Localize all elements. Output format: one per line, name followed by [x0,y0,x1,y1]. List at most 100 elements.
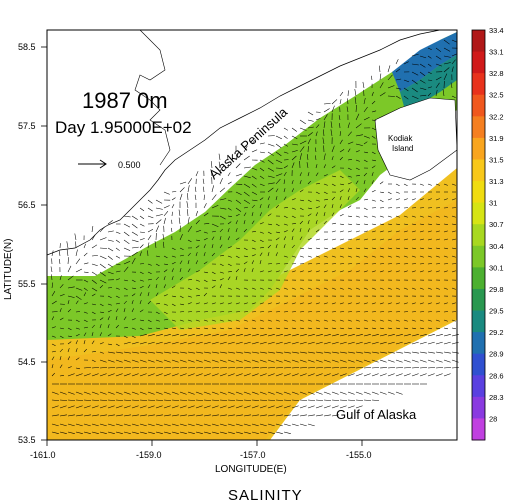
current-arrow [107,359,115,363]
current-arrow [275,311,281,313]
current-arrow [427,255,432,258]
current-arrow [387,359,395,363]
current-arrow [307,391,315,395]
current-arrow [187,217,190,225]
current-arrow [387,223,392,225]
current-arrow [227,207,232,211]
current-arrow [203,351,211,354]
current-arrow [306,154,309,161]
current-arrow [323,103,331,105]
current-arrow [355,150,360,153]
colorbar-swatch [472,245,485,268]
current-arrow [235,183,243,185]
current-arrow [355,230,360,233]
current-arrow [219,405,227,409]
current-arrow [75,391,83,395]
current-arrow [411,238,416,241]
current-arrow [315,319,320,322]
current-arrow [91,373,99,377]
current-arrow [251,220,255,225]
current-arrow [163,263,168,265]
current-arrow [99,373,107,377]
current-arrow [187,295,192,298]
current-arrow [139,327,144,331]
current-arrow [291,236,294,241]
current-arrow [379,199,384,203]
colorbar-label: 31.9 [489,134,504,143]
current-arrow [371,287,376,290]
current-arrow [443,67,450,73]
current-arrow [355,188,358,193]
current-arrow [259,151,265,154]
current-arrow [363,188,367,193]
current-arrow [195,423,203,427]
current-arrow [283,327,288,330]
current-arrow [227,236,230,241]
current-arrow [395,230,400,233]
current-arrow [187,239,192,243]
current-arrow [315,155,317,161]
current-arrow [171,227,173,233]
current-arrow [283,319,288,322]
current-arrow [355,104,357,113]
current-arrow [219,399,228,401]
current-arrow [291,180,294,185]
current-arrow [59,364,63,369]
current-arrow [227,215,232,217]
current-arrow [139,292,142,297]
current-arrow [419,87,427,90]
current-arrow [179,405,187,409]
current-arrow [67,391,75,395]
y-tick-label: 57.5 [18,121,36,131]
colorbar-label: 30.4 [489,242,504,251]
current-arrow [315,311,321,313]
current-arrow [451,287,456,290]
current-arrow [59,375,64,377]
current-arrow [403,263,409,265]
current-arrow [251,351,259,354]
current-arrow [331,334,339,337]
current-arrow [339,214,344,217]
current-arrow [355,123,362,129]
current-arrow [283,171,287,177]
current-arrow [91,324,95,329]
current-arrow [187,373,195,377]
current-arrow [123,247,131,251]
current-arrow [291,143,298,146]
current-arrow [427,327,432,330]
current-arrow [139,334,147,337]
current-arrow [123,215,131,218]
current-arrow [275,423,283,427]
current-arrow [443,215,448,218]
current-arrow [171,341,179,345]
current-arrow [147,341,155,345]
current-arrow [91,405,99,409]
current-arrow [51,405,59,409]
current-arrow [347,287,352,290]
current-arrow [195,367,204,369]
current-arrow [147,250,149,257]
current-arrow [155,359,163,363]
current-arrow [139,391,147,395]
current-arrow [178,217,181,225]
current-arrow [435,247,440,250]
current-arrow [107,271,114,275]
current-arrow [259,311,265,313]
current-arrow [91,351,96,353]
current-arrow [83,431,91,434]
current-arrow [307,287,312,290]
current-arrow [419,198,424,201]
current-arrow [403,327,408,330]
current-arrow [163,319,168,321]
current-arrow [379,327,384,330]
current-arrow [347,399,356,401]
colorbar-swatch [472,332,485,355]
current-arrow [275,178,281,185]
current-arrow [51,399,60,401]
colorbar-swatch [472,288,485,312]
current-arrow [83,340,86,345]
current-arrow [75,268,83,273]
current-arrow [195,302,200,305]
current-arrow [451,230,456,233]
current-arrow [379,373,387,377]
